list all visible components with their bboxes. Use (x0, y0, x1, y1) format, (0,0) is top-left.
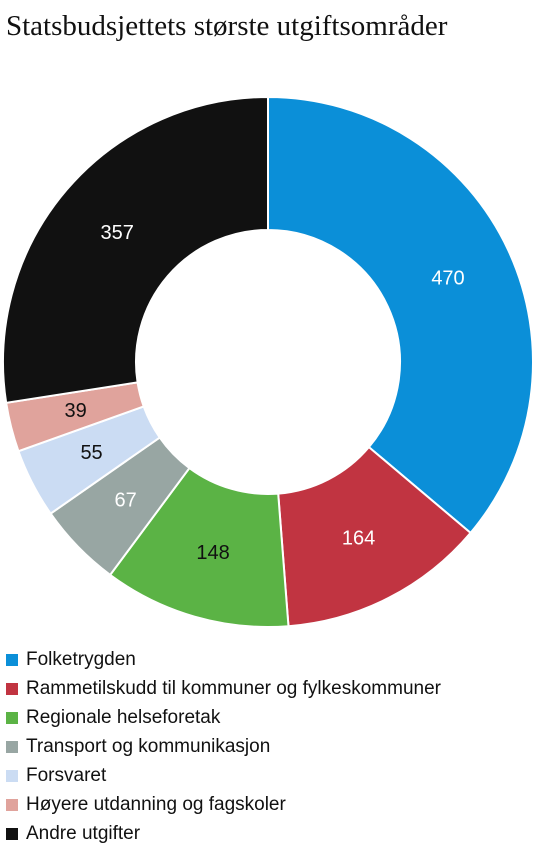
legend-item-3: Transport og kommunikasjon (6, 732, 536, 761)
donut-slice-value-2: 148 (196, 542, 229, 564)
legend-label-1: Rammetilskudd til kommuner og fylkeskomm… (26, 677, 441, 699)
donut-slice-value-6: 357 (101, 222, 134, 244)
chart-title: Statsbudsjettets største utgiftsområder (6, 10, 448, 42)
legend-label-0: Folketrygden (26, 648, 136, 670)
legend-label-4: Forsvaret (26, 764, 107, 786)
legend-item-6: Andre utgifter (6, 819, 536, 848)
legend-item-4: Forsvaret (6, 761, 536, 790)
donut-chart: 470 164 148 67 55 39 357 (2, 95, 534, 628)
legend-label-6: Andre utgifter (26, 822, 141, 844)
donut-slice-6 (2, 95, 269, 404)
legend-item-0: Folketrygden (6, 645, 536, 674)
legend-item-2: Regionale helseforetak (6, 703, 536, 732)
legend-label-2: Regionale helseforetak (26, 706, 221, 728)
donut-slice-value-0: 470 (431, 267, 464, 289)
legend-label-5: Høyere utdanning og fagskoler (26, 793, 286, 815)
donut-slice-0 (267, 95, 534, 535)
legend-swatch-4 (6, 769, 18, 782)
legend-swatch-5 (6, 798, 18, 811)
chart-legend: Folketrygden Rammetilskudd til kommuner o… (6, 645, 536, 848)
donut-slice-value-4: 55 (80, 442, 102, 464)
legend-swatch-6 (6, 827, 18, 840)
donut-slice-value-5: 39 (64, 400, 86, 422)
legend-swatch-1 (6, 682, 18, 695)
legend-swatch-3 (6, 740, 18, 753)
donut-slice-value-1: 164 (342, 528, 375, 550)
legend-swatch-0 (6, 653, 18, 666)
legend-item-1: Rammetilskudd til kommuner og fylkeskomm… (6, 674, 536, 703)
donut-slice-value-3: 67 (114, 489, 136, 511)
donut-slice-1 (277, 445, 472, 628)
legend-item-5: Høyere utdanning og fagskoler (6, 790, 536, 819)
legend-label-3: Transport og kommunikasjon (26, 735, 271, 757)
legend-swatch-2 (6, 711, 18, 724)
